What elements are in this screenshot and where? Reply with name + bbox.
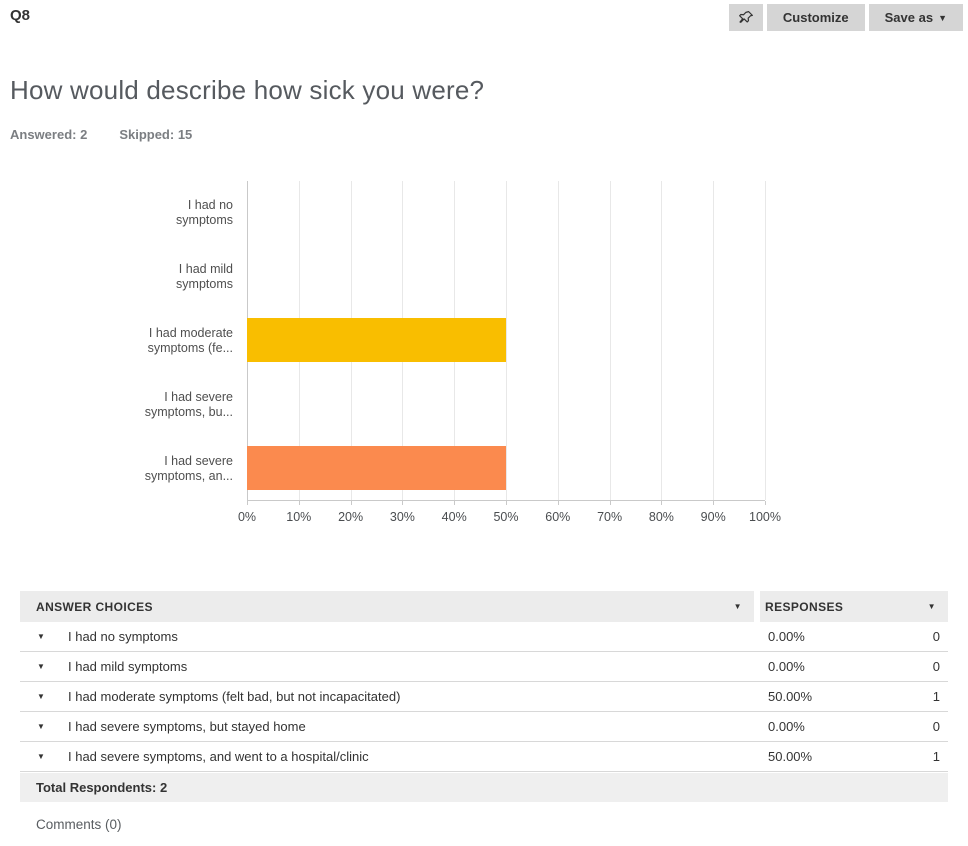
gridline <box>506 181 507 500</box>
table-row: ▼ I had mild symptoms 0.00% 0 <box>20 652 948 682</box>
axis-tick <box>557 501 559 505</box>
table-body: ▼ I had no symptoms 0.00% 0 ▼ I had mild symp… <box>20 622 948 772</box>
bar-chart: I had no symptoms I had mild symptoms I had … <box>10 181 958 505</box>
category-label: I had moderate symptoms (fe... <box>147 326 233 355</box>
topbar-buttons: Customize Save as ▼ <box>728 4 963 31</box>
question-title: How would describe how sick you were? <box>10 75 485 105</box>
pushpin-icon <box>737 9 755 27</box>
total-respondents-label: Total Respondents: 2 <box>36 780 168 795</box>
answer-choice-text: I had moderate symptoms (felt bad, but n… <box>68 689 401 704</box>
chart-category-labels: I had no symptoms I had mild symptoms I had … <box>10 181 247 501</box>
x-tick-label: 40% <box>441 510 467 524</box>
data-bar <box>247 446 506 491</box>
answer-choice-text: I had mild symptoms <box>68 659 188 674</box>
question-number: Q8 <box>10 7 31 24</box>
response-count: 0 <box>932 659 940 674</box>
gridline <box>609 181 611 500</box>
bar-row <box>247 181 765 245</box>
response-percent: 0.00% <box>768 719 805 734</box>
skipped-count: Skipped: 15 <box>119 127 193 142</box>
response-count: 0 <box>932 719 940 734</box>
chart-bars <box>247 181 765 500</box>
axis-tick <box>298 501 300 505</box>
axis-tick <box>609 501 611 505</box>
answer-choice-text: I had severe symptoms, but stayed home <box>68 719 306 734</box>
gridline <box>713 181 715 500</box>
response-percent: 50.00% <box>768 689 813 704</box>
axis-tick <box>661 501 663 505</box>
answer-choices-header-label: ANSWER CHOICES <box>36 599 153 614</box>
save-as-button-label: Save as <box>884 10 934 25</box>
response-count: 1 <box>932 749 940 764</box>
category-label: I had no symptoms <box>176 198 233 227</box>
row-expand-caret[interactable]: ▼ <box>37 662 45 671</box>
customize-button[interactable]: Customize <box>766 4 865 31</box>
answer-choice-text: I had no symptoms <box>68 629 178 644</box>
x-axis-labels: 0% 10% 20% 30% 40% 50% 60% 70% 80% 90% 100% <box>238 501 781 527</box>
bar-row <box>247 436 765 500</box>
table-row: ▼ I had no symptoms 0.00% 0 <box>20 622 948 652</box>
response-percent: 0.00% <box>768 659 805 674</box>
total-respondents-row: Total Respondents: 2 <box>20 773 948 802</box>
pin-button[interactable] <box>728 4 763 31</box>
axis-tick <box>247 501 248 505</box>
responses-header[interactable]: RESPONSES ▼ <box>760 591 948 622</box>
bar-row <box>247 372 765 436</box>
response-count: 0 <box>932 629 940 644</box>
x-tick-label: 60% <box>545 510 571 524</box>
x-tick-label: 20% <box>338 510 364 524</box>
x-tick-label: 80% <box>648 510 674 524</box>
x-tick-label: 50% <box>493 510 519 524</box>
topbar: Q8 Customize Save as ▼ <box>10 4 963 31</box>
bar-row <box>247 309 765 373</box>
answer-choice-text: I had severe symptoms, and went to a hos… <box>68 749 369 764</box>
table-header: ANSWER CHOICES ▼ RESPONSES ▼ <box>20 591 948 622</box>
bar-row <box>247 245 765 309</box>
axis-tick <box>454 501 456 505</box>
table-row: ▼ I had severe symptoms, but stayed home 0… <box>20 712 948 742</box>
x-tick-label: 10% <box>286 510 312 524</box>
response-percent: 50.00% <box>768 749 813 764</box>
table-row: ▼ I had severe symptoms, and went to a ho… <box>20 742 948 772</box>
sort-caret-icon[interactable]: ▼ <box>733 602 742 611</box>
row-expand-caret[interactable]: ▼ <box>37 692 45 701</box>
axis-tick <box>713 501 715 505</box>
row-expand-caret[interactable]: ▼ <box>37 752 45 761</box>
answered-count: Answered: 2 <box>10 127 88 142</box>
table-row: ▼ I had moderate symptoms (felt bad, but … <box>20 682 948 712</box>
responses-header-label: RESPONSES <box>765 599 844 614</box>
x-tick-label: 30% <box>389 510 415 524</box>
axis-tick <box>765 501 766 505</box>
response-stats: Answered: 2 Skipped: 15 <box>10 127 958 142</box>
row-expand-caret[interactable]: ▼ <box>37 632 45 641</box>
gridline <box>661 181 663 500</box>
x-tick-label: 90% <box>700 510 726 524</box>
results-table: ANSWER CHOICES ▼ RESPONSES ▼ ▼ I had no s… <box>20 591 948 802</box>
x-tick-label: 70% <box>597 510 623 524</box>
data-bar <box>247 318 506 363</box>
sort-caret-icon[interactable]: ▼ <box>927 602 936 611</box>
category-label: I had mild symptoms <box>176 262 233 291</box>
response-percent: 0.00% <box>768 629 805 644</box>
gridline <box>765 181 766 500</box>
comments-link[interactable]: Comments (0) <box>36 817 122 832</box>
gridline <box>557 181 559 500</box>
axis-tick <box>506 501 507 505</box>
axis-tick <box>402 501 404 505</box>
answer-choices-header[interactable]: ANSWER CHOICES ▼ <box>20 591 754 622</box>
customize-button-label: Customize <box>782 10 849 25</box>
chart-plot-area <box>247 181 766 505</box>
response-count: 1 <box>932 689 940 704</box>
category-label: I had severe symptoms, an... <box>144 454 233 483</box>
x-tick-label: 0% <box>237 510 257 524</box>
caret-down-icon: ▼ <box>938 12 947 23</box>
x-tick-label: 100% <box>749 510 781 524</box>
save-as-button[interactable]: Save as ▼ <box>868 4 963 31</box>
category-label: I had severe symptoms, bu... <box>144 390 233 419</box>
row-expand-caret[interactable]: ▼ <box>37 722 45 731</box>
axis-tick <box>350 501 352 505</box>
